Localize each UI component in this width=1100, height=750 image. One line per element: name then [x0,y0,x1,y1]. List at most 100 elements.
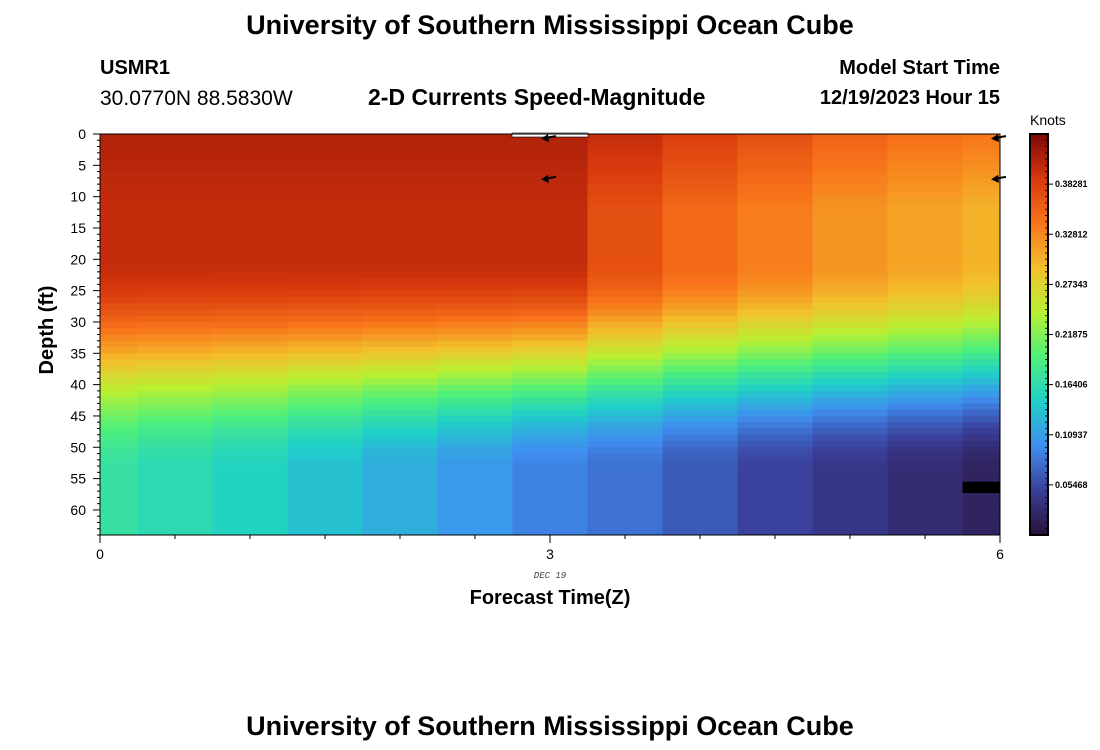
heatmap-cell [737,328,814,336]
heatmap-cell [137,409,214,417]
heatmap-cell [887,340,964,348]
heatmap-cell [362,278,439,285]
heatmap-cell [737,190,814,198]
heatmap-cell [287,372,364,379]
heatmap-cell [137,159,214,166]
heatmap-cell [512,227,589,235]
heatmap-cell [212,134,289,141]
heatmap-cell [662,415,739,423]
heatmap-cell [962,265,1000,273]
heatmap-cell [512,296,589,304]
heatmap-cell [962,334,1000,342]
heatmap-cell [137,265,214,273]
heatmap-cell [512,478,589,486]
heatmap-cell [512,215,589,223]
heatmap-cell [287,165,364,173]
heatmap-cell [212,202,289,210]
heatmap-cell [100,284,139,292]
heatmap-cell [962,253,1000,260]
heatmap-cell [662,372,739,379]
heatmap-cell [812,497,889,505]
heatmap-cell [437,215,514,223]
heatmap-cell [812,409,889,417]
heatmap-cell [812,359,889,367]
heatmap-cell [662,378,739,386]
heatmap-cell [962,271,1000,279]
heatmap-cell [812,466,889,473]
heatmap-cell [662,140,739,148]
heatmap-cell [137,340,214,348]
heatmap-cell [212,159,289,166]
heatmap-cell [662,503,739,511]
heatmap-cell [812,315,889,323]
heatmap-cell [812,334,889,342]
heatmap-cell [287,321,364,329]
heatmap-cell [512,196,589,204]
heatmap-cell [287,209,364,217]
heatmap-cell [662,516,739,524]
heatmap-cell [962,378,1000,386]
y-tick-label: 20 [70,251,86,267]
heatmap-cell [662,177,739,185]
heatmap-cell [287,134,364,141]
heatmap-cell [512,271,589,279]
heatmap-cell [887,152,964,160]
heatmap-cell [887,190,964,198]
heatmap-cell [587,428,664,436]
heatmap-cell [137,315,214,323]
heatmap-cell [437,202,514,210]
heatmap-cell [137,428,214,436]
heatmap-cell [587,434,664,442]
heatmap-cell [137,221,214,229]
heatmap-cell [287,303,364,311]
heatmap-cell [362,284,439,292]
heatmap-cell [437,403,514,411]
heatmap-cell [962,384,1000,392]
heatmap-cell [137,528,214,535]
heatmap-cell [100,190,139,198]
heatmap-cell [737,353,814,361]
heatmap-cell [437,428,514,436]
heatmap-cell [512,221,589,229]
heatmap-cell [662,409,739,417]
heatmap-cell [212,309,289,317]
colorbar-tick-label: 0.10937 [1055,430,1088,440]
heatmap-cell [662,509,739,517]
heatmap-cell [137,484,214,492]
heatmap-cell [587,466,664,473]
heatmap-cell [137,353,214,361]
heatmap-cell [437,184,514,191]
heatmap-cell [437,146,514,154]
heatmap-cell [737,240,814,248]
heatmap-cell [137,196,214,204]
heatmap-cell [587,221,664,229]
x-tick-label: 6 [996,546,1004,562]
heatmap-cell [212,221,289,229]
heatmap-cell [737,484,814,492]
heatmap-cell [512,202,589,210]
heatmap-cell [737,221,814,229]
heatmap-cell [437,503,514,511]
heatmap-cell [662,522,739,530]
heatmap-cell [962,472,1000,480]
heatmap-cell [662,309,739,317]
heatmap-cell [887,234,964,242]
heatmap-cell [587,209,664,217]
heatmap-cell [362,459,439,467]
heatmap-cell [212,328,289,336]
heatmap-cell [662,459,739,467]
heatmap-cell [437,497,514,505]
heatmap-cell [100,484,139,492]
heatmap-cell [662,196,739,204]
heatmap-cell [287,384,364,392]
heatmap-cell [962,140,1000,148]
heatmap-cell [962,447,1000,455]
heatmap-cell [287,516,364,524]
heatmap-cell [137,184,214,191]
heatmap-cell [737,290,814,298]
heatmap-cell [737,196,814,204]
y-tick-label: 5 [78,157,86,173]
heatmap-cell [887,253,964,260]
heatmap-cell [437,472,514,480]
heatmap-cell [962,340,1000,348]
